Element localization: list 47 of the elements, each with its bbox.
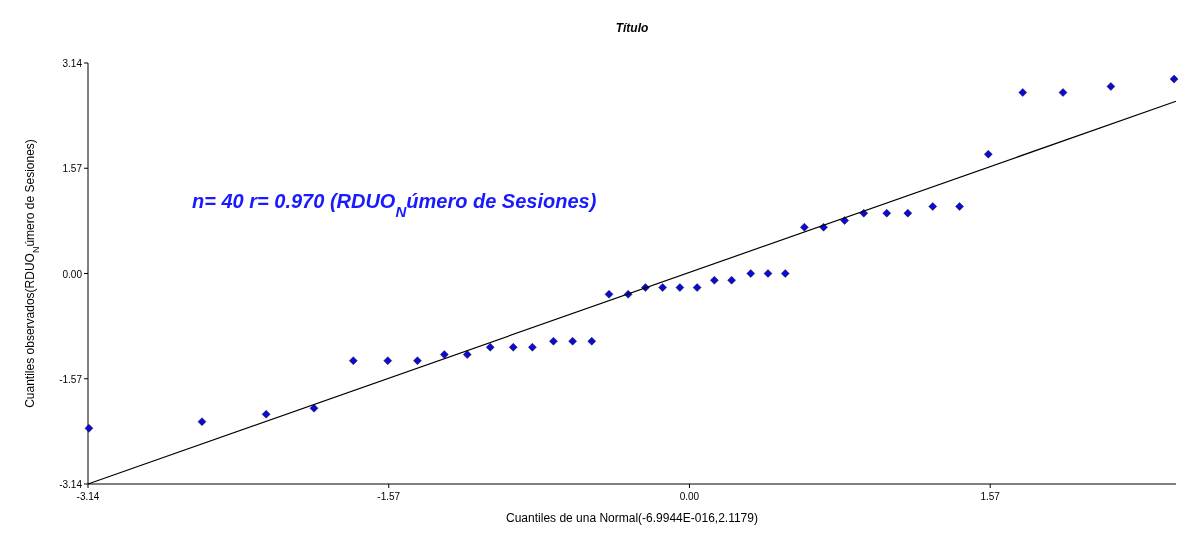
point bbox=[604, 290, 614, 299]
point bbox=[658, 283, 667, 292]
point bbox=[675, 283, 685, 292]
point bbox=[349, 356, 358, 365]
point bbox=[1106, 82, 1116, 91]
point bbox=[549, 337, 558, 346]
point bbox=[197, 417, 207, 426]
point bbox=[84, 424, 94, 433]
y-tick-label: 0.00 bbox=[62, 268, 83, 280]
x-tick-label: 0.00 bbox=[679, 491, 700, 502]
point bbox=[1169, 74, 1179, 84]
point bbox=[955, 202, 964, 211]
point bbox=[440, 350, 449, 359]
point bbox=[692, 283, 702, 292]
x-tick-label: 1.57 bbox=[980, 491, 1001, 502]
point bbox=[763, 269, 773, 278]
point bbox=[903, 208, 913, 218]
point bbox=[781, 269, 790, 278]
point bbox=[528, 343, 537, 352]
x-axis-title: Cuantiles de una Normal(-6.9944E-016,2.1179) bbox=[506, 511, 758, 525]
chart-title: Título bbox=[615, 21, 649, 35]
point bbox=[710, 276, 719, 285]
point bbox=[1018, 88, 1027, 97]
y-tick-label: 3.14 bbox=[62, 58, 83, 69]
x-tick-label: -3.14 bbox=[76, 491, 100, 502]
point bbox=[984, 149, 993, 159]
y-tick-label: -3.14 bbox=[59, 479, 83, 490]
point bbox=[486, 343, 495, 352]
point bbox=[509, 343, 518, 352]
point bbox=[568, 337, 577, 346]
point bbox=[1058, 88, 1068, 97]
annotation: n= 40 r= 0.970 (RDUO$_{N}$úmero de Sesiones) bbox=[192, 190, 597, 220]
point bbox=[413, 356, 422, 365]
point bbox=[800, 223, 809, 232]
point bbox=[587, 337, 596, 346]
point bbox=[727, 276, 736, 285]
point bbox=[383, 356, 392, 365]
point bbox=[882, 208, 891, 218]
y-tick-label: 1.57 bbox=[62, 163, 83, 175]
point bbox=[463, 350, 472, 359]
point bbox=[309, 404, 319, 413]
point bbox=[746, 269, 755, 278]
point bbox=[261, 410, 271, 419]
point bbox=[840, 216, 849, 225]
point bbox=[928, 202, 937, 211]
y-tick-label: -1.57 bbox=[59, 373, 83, 385]
x-tick-label: -1.57 bbox=[377, 491, 401, 502]
